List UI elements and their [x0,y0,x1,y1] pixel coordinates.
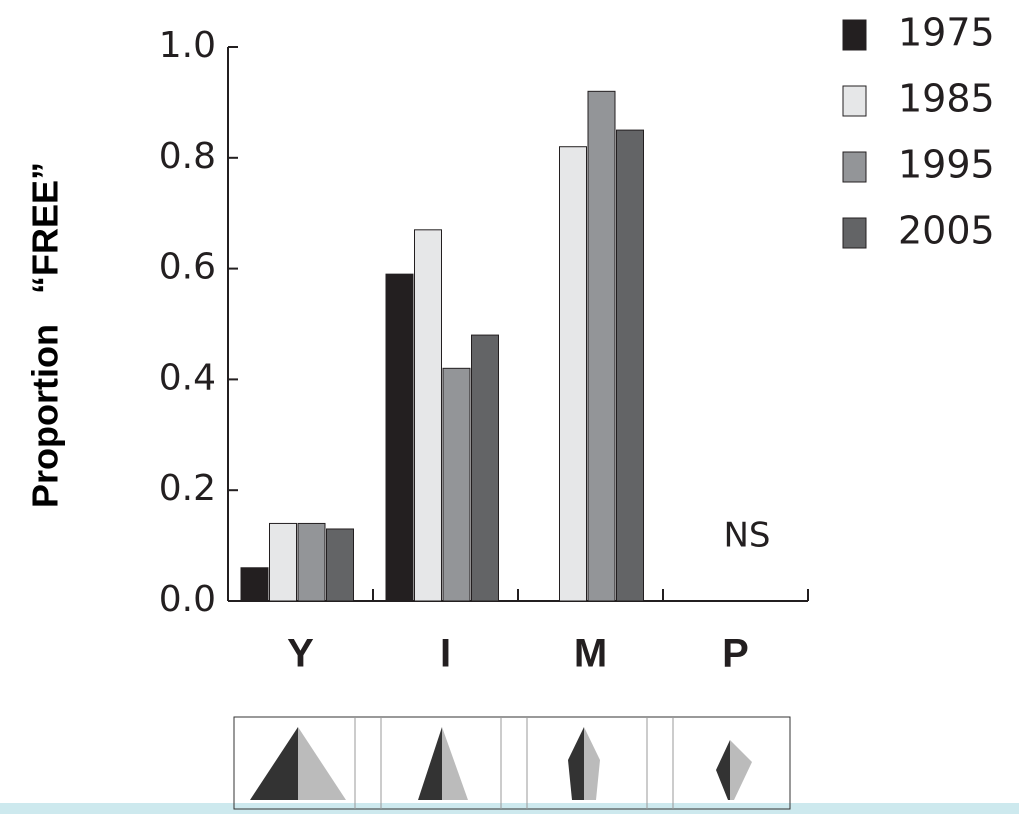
x-tick-label: M [574,632,607,676]
legend-swatch [842,151,867,183]
legend-label: 1995 [898,143,995,187]
y-tick-label: 1.0 [159,25,216,66]
bar [471,334,499,602]
legend-label: 1985 [898,77,995,121]
y-tick-label: 0.2 [159,468,216,509]
bar [616,129,644,602]
legend-label: 1975 [898,11,995,55]
annotation: NS [723,516,770,556]
bar [269,522,297,602]
y-tick-label: 0.6 [159,247,216,288]
legend-swatch [842,19,867,51]
y-tick-label: 0.4 [159,357,216,398]
y-tick-label: 0.8 [159,136,216,177]
y-tick-label: 0.0 [159,579,216,620]
legend-swatch [842,217,867,249]
bar [559,146,587,602]
bar [240,567,269,602]
y-axis-label: Proportion “FREE” [25,162,66,508]
bar [385,273,414,602]
legend-swatch [842,85,867,117]
x-tick-label: Y [287,632,314,676]
bar [414,229,442,602]
bar [297,522,326,602]
x-tick-label: P [722,632,749,676]
x-tick-label: I [440,632,451,676]
bar [587,90,616,602]
bar [326,528,354,602]
pyramid-panels [233,716,791,810]
legend-label: 2005 [898,209,995,253]
pyramid-icons [250,727,752,800]
bar [442,367,471,602]
